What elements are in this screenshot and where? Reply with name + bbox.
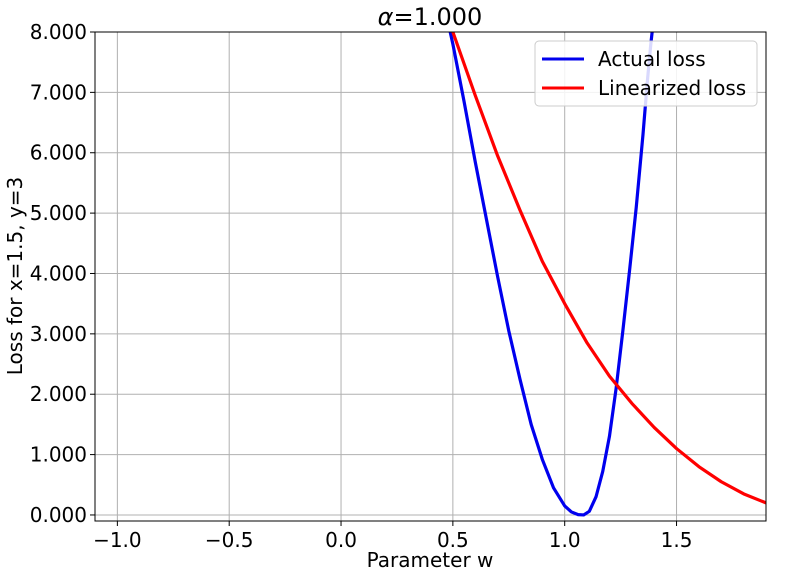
title-symbol: α xyxy=(378,3,394,31)
x-tick-label: −0.5 xyxy=(205,528,254,552)
chart-title: α=1.000 xyxy=(378,3,483,31)
y-tick-label: 3.000 xyxy=(30,322,87,346)
y-tick-label: 4.000 xyxy=(30,261,87,285)
y-tick-label: 5.000 xyxy=(30,201,87,225)
legend-box xyxy=(534,40,758,107)
legend-label-linearized-loss: Linearized loss xyxy=(598,76,746,100)
x-axis-label: Parameter w xyxy=(367,548,494,572)
title-value: =1.000 xyxy=(394,3,483,31)
x-tick-label: 1.5 xyxy=(661,528,693,552)
y-tick-label: 6.000 xyxy=(30,141,87,165)
y-tick-label: 0.000 xyxy=(30,503,87,527)
y-axis-label: Loss for x=1.5, y=3 xyxy=(3,177,27,376)
y-tick-label: 2.000 xyxy=(30,382,87,406)
legend: Actual loss Linearized loss xyxy=(534,40,758,107)
plot-frame xyxy=(94,31,767,522)
actual-loss-line xyxy=(448,32,654,517)
y-tick-label: 7.000 xyxy=(30,80,87,104)
x-tick-label: −1.0 xyxy=(93,528,142,552)
y-axis-ticks: 0.000 1.000 2.000 3.000 4.000 5.000 6.000 7.000… xyxy=(30,20,95,527)
y-tick-label: 1.000 xyxy=(30,443,87,467)
linearized-loss-line xyxy=(451,32,766,505)
x-tick-label: 0.0 xyxy=(325,528,357,552)
series-layer xyxy=(448,32,766,517)
x-tick-label: 1.0 xyxy=(549,528,581,552)
y-tick-label: 8.000 xyxy=(30,20,87,44)
x-axis-ticks: −1.0 −0.5 0.0 0.5 1.0 1.5 xyxy=(93,521,692,552)
legend-label-actual-loss: Actual loss xyxy=(598,47,706,71)
x-tick-label: 0.5 xyxy=(437,528,469,552)
